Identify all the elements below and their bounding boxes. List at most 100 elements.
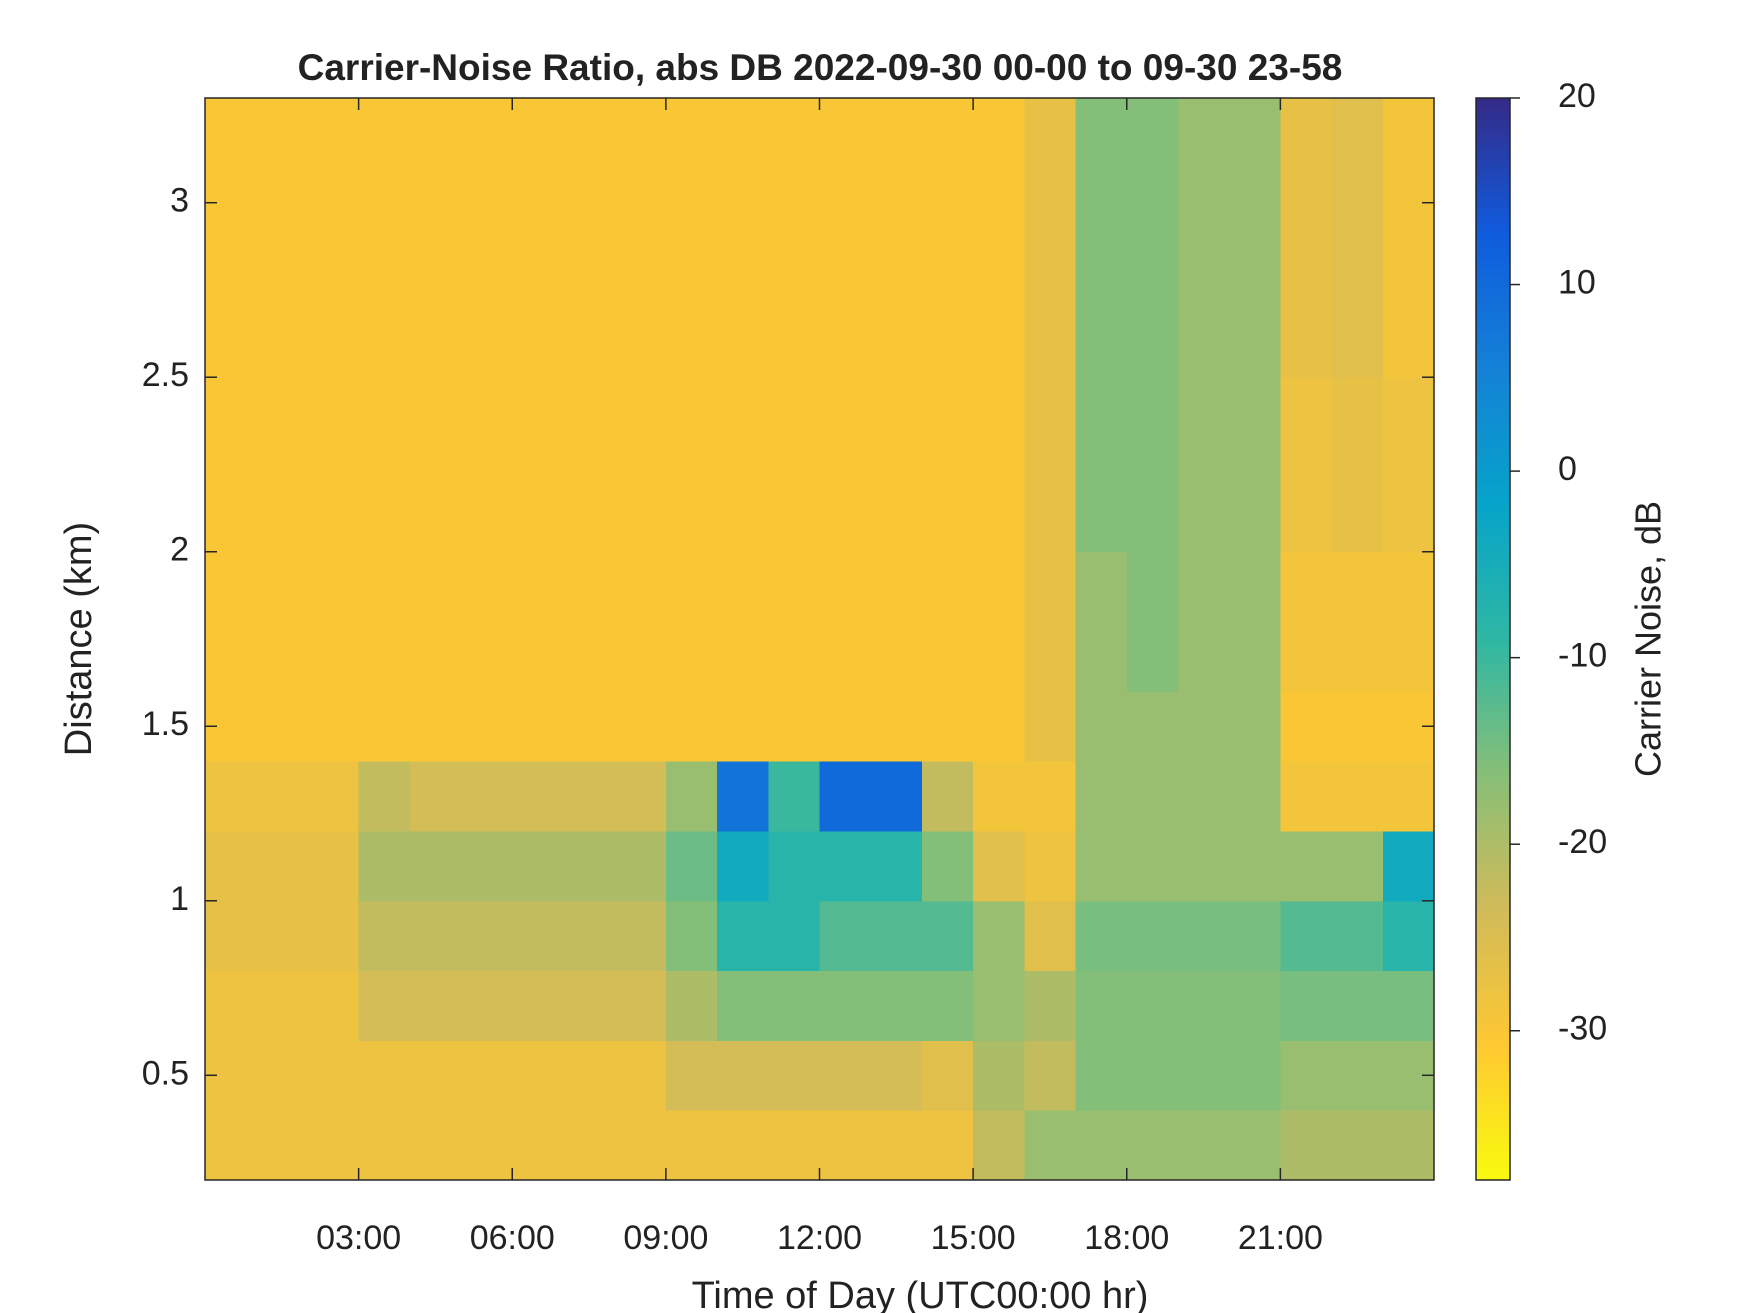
- chart-title: Carrier-Noise Ratio, abs DB 2022-09-30 0…: [298, 47, 1343, 88]
- heatmap-cell: [358, 970, 411, 1041]
- heatmap-cell: [1024, 830, 1077, 902]
- heatmap-cell: [665, 761, 718, 832]
- heatmap-cell: [973, 761, 1025, 832]
- colorbar-tick-label: 0: [1558, 450, 1577, 488]
- colorbar-tick-label: -30: [1558, 1010, 1607, 1048]
- heatmap-cell: [256, 551, 308, 692]
- heatmap-cell: [358, 691, 411, 762]
- heatmap-cell: [1280, 761, 1333, 832]
- heatmap-cell: [1126, 970, 1179, 1041]
- heatmap-cell: [205, 377, 257, 553]
- heatmap-cell: [1229, 830, 1281, 902]
- heatmap-cell: [1075, 1040, 1128, 1111]
- heatmap-cell: [717, 551, 769, 692]
- heatmap-cell: [665, 551, 718, 692]
- y-tick-label: 1.5: [142, 705, 189, 743]
- heatmap-cell: [768, 900, 820, 972]
- heatmap-cell: [973, 551, 1025, 692]
- heatmap-cell: [614, 1110, 667, 1181]
- heatmap-cell: [1075, 377, 1128, 553]
- heatmap-cell: [1024, 691, 1077, 762]
- heatmap-cell: [256, 830, 308, 902]
- heatmap-cell: [1126, 98, 1179, 378]
- colorbar-tick-label: 10: [1558, 264, 1596, 302]
- heatmap-cell: [1024, 1110, 1077, 1181]
- heatmap-cell: [665, 1110, 718, 1181]
- x-tick-label: 18:00: [1084, 1219, 1169, 1257]
- heatmap-cell: [819, 377, 872, 553]
- heatmap-cell: [1331, 691, 1384, 762]
- heatmap-cell: [819, 970, 872, 1041]
- heatmap-cell: [1177, 761, 1230, 832]
- heatmap-cell: [1024, 551, 1077, 692]
- heatmap-cell: [921, 1040, 974, 1111]
- heatmap-cell: [256, 377, 308, 553]
- heatmap-cell: [205, 551, 257, 692]
- heatmap-cell: [1177, 551, 1230, 692]
- colorbar-tick-label: -20: [1558, 823, 1607, 861]
- heatmap-cell: [921, 377, 974, 553]
- heatmap-cell: [1280, 970, 1333, 1041]
- heatmap-cell: [870, 377, 923, 553]
- heatmap-cell: [717, 761, 769, 832]
- heatmap-cell: [1075, 691, 1128, 762]
- heatmap-cell: [1331, 1110, 1384, 1181]
- colorbar-tick-label: 20: [1558, 77, 1596, 115]
- heatmap-cell: [768, 691, 820, 762]
- heatmap-cell: [1229, 1110, 1281, 1181]
- heatmap-cell: [307, 761, 360, 832]
- heatmap-cell: [563, 551, 616, 692]
- heatmap-cell: [563, 761, 616, 832]
- heatmap-cell: [461, 691, 513, 762]
- heatmap-cell: [358, 1110, 411, 1181]
- heatmap-cell: [1126, 1110, 1179, 1181]
- heatmap-cell: [665, 900, 718, 972]
- heatmap-cell: [256, 1040, 308, 1111]
- heatmap-cell: [205, 970, 257, 1041]
- heatmap-cell: [717, 1110, 769, 1181]
- y-tick-label: 1: [170, 880, 189, 918]
- heatmap-cell: [461, 830, 513, 902]
- heatmap-cell: [1280, 1110, 1333, 1181]
- heatmap-cell: [409, 98, 462, 378]
- x-tick-label: 03:00: [316, 1219, 401, 1257]
- heatmap-cell: [307, 1110, 360, 1181]
- heatmap-cell: [409, 691, 462, 762]
- heatmap-cell: [1024, 98, 1077, 378]
- heatmap-cell: [409, 970, 462, 1041]
- heatmap-cell: [921, 761, 974, 832]
- heatmap-cell: [307, 691, 360, 762]
- heatmap-cell: [614, 761, 667, 832]
- heatmap-cell: [563, 691, 616, 762]
- heatmap-cell: [1331, 1040, 1384, 1111]
- heatmap-cell: [717, 900, 769, 972]
- heatmap-cell: [973, 830, 1025, 902]
- heatmap-cell: [1075, 761, 1128, 832]
- heatmap-cell: [461, 377, 513, 553]
- heatmap-cell: [307, 98, 360, 378]
- heatmap-cell: [614, 970, 667, 1041]
- heatmap-cell: [1075, 1110, 1128, 1181]
- heatmap-cell: [512, 900, 564, 972]
- x-tick-label: 06:00: [470, 1219, 555, 1257]
- heatmap-cell: [409, 830, 462, 902]
- heatmap-cell: [1382, 970, 1435, 1041]
- heatmap-cell: [921, 551, 974, 692]
- heatmap-cell: [358, 761, 411, 832]
- heatmap-cell: [870, 1040, 923, 1111]
- heatmap-cell: [768, 551, 820, 692]
- heatmap-cell: [512, 691, 564, 762]
- heatmap-cell: [1382, 377, 1435, 553]
- heatmap-cell: [1075, 970, 1128, 1041]
- heatmap-cell: [1229, 1040, 1281, 1111]
- heatmap-cell: [768, 761, 820, 832]
- heatmap-cell: [1382, 830, 1435, 902]
- heatmap-cell: [512, 98, 564, 378]
- heatmap-cell: [1331, 551, 1384, 692]
- heatmap-cell: [256, 98, 308, 378]
- heatmap-cell: [256, 691, 308, 762]
- heatmap-cell: [973, 1040, 1025, 1111]
- heatmap-cell: [665, 98, 718, 378]
- heatmap-cell: [973, 691, 1025, 762]
- heatmap-cell: [717, 970, 769, 1041]
